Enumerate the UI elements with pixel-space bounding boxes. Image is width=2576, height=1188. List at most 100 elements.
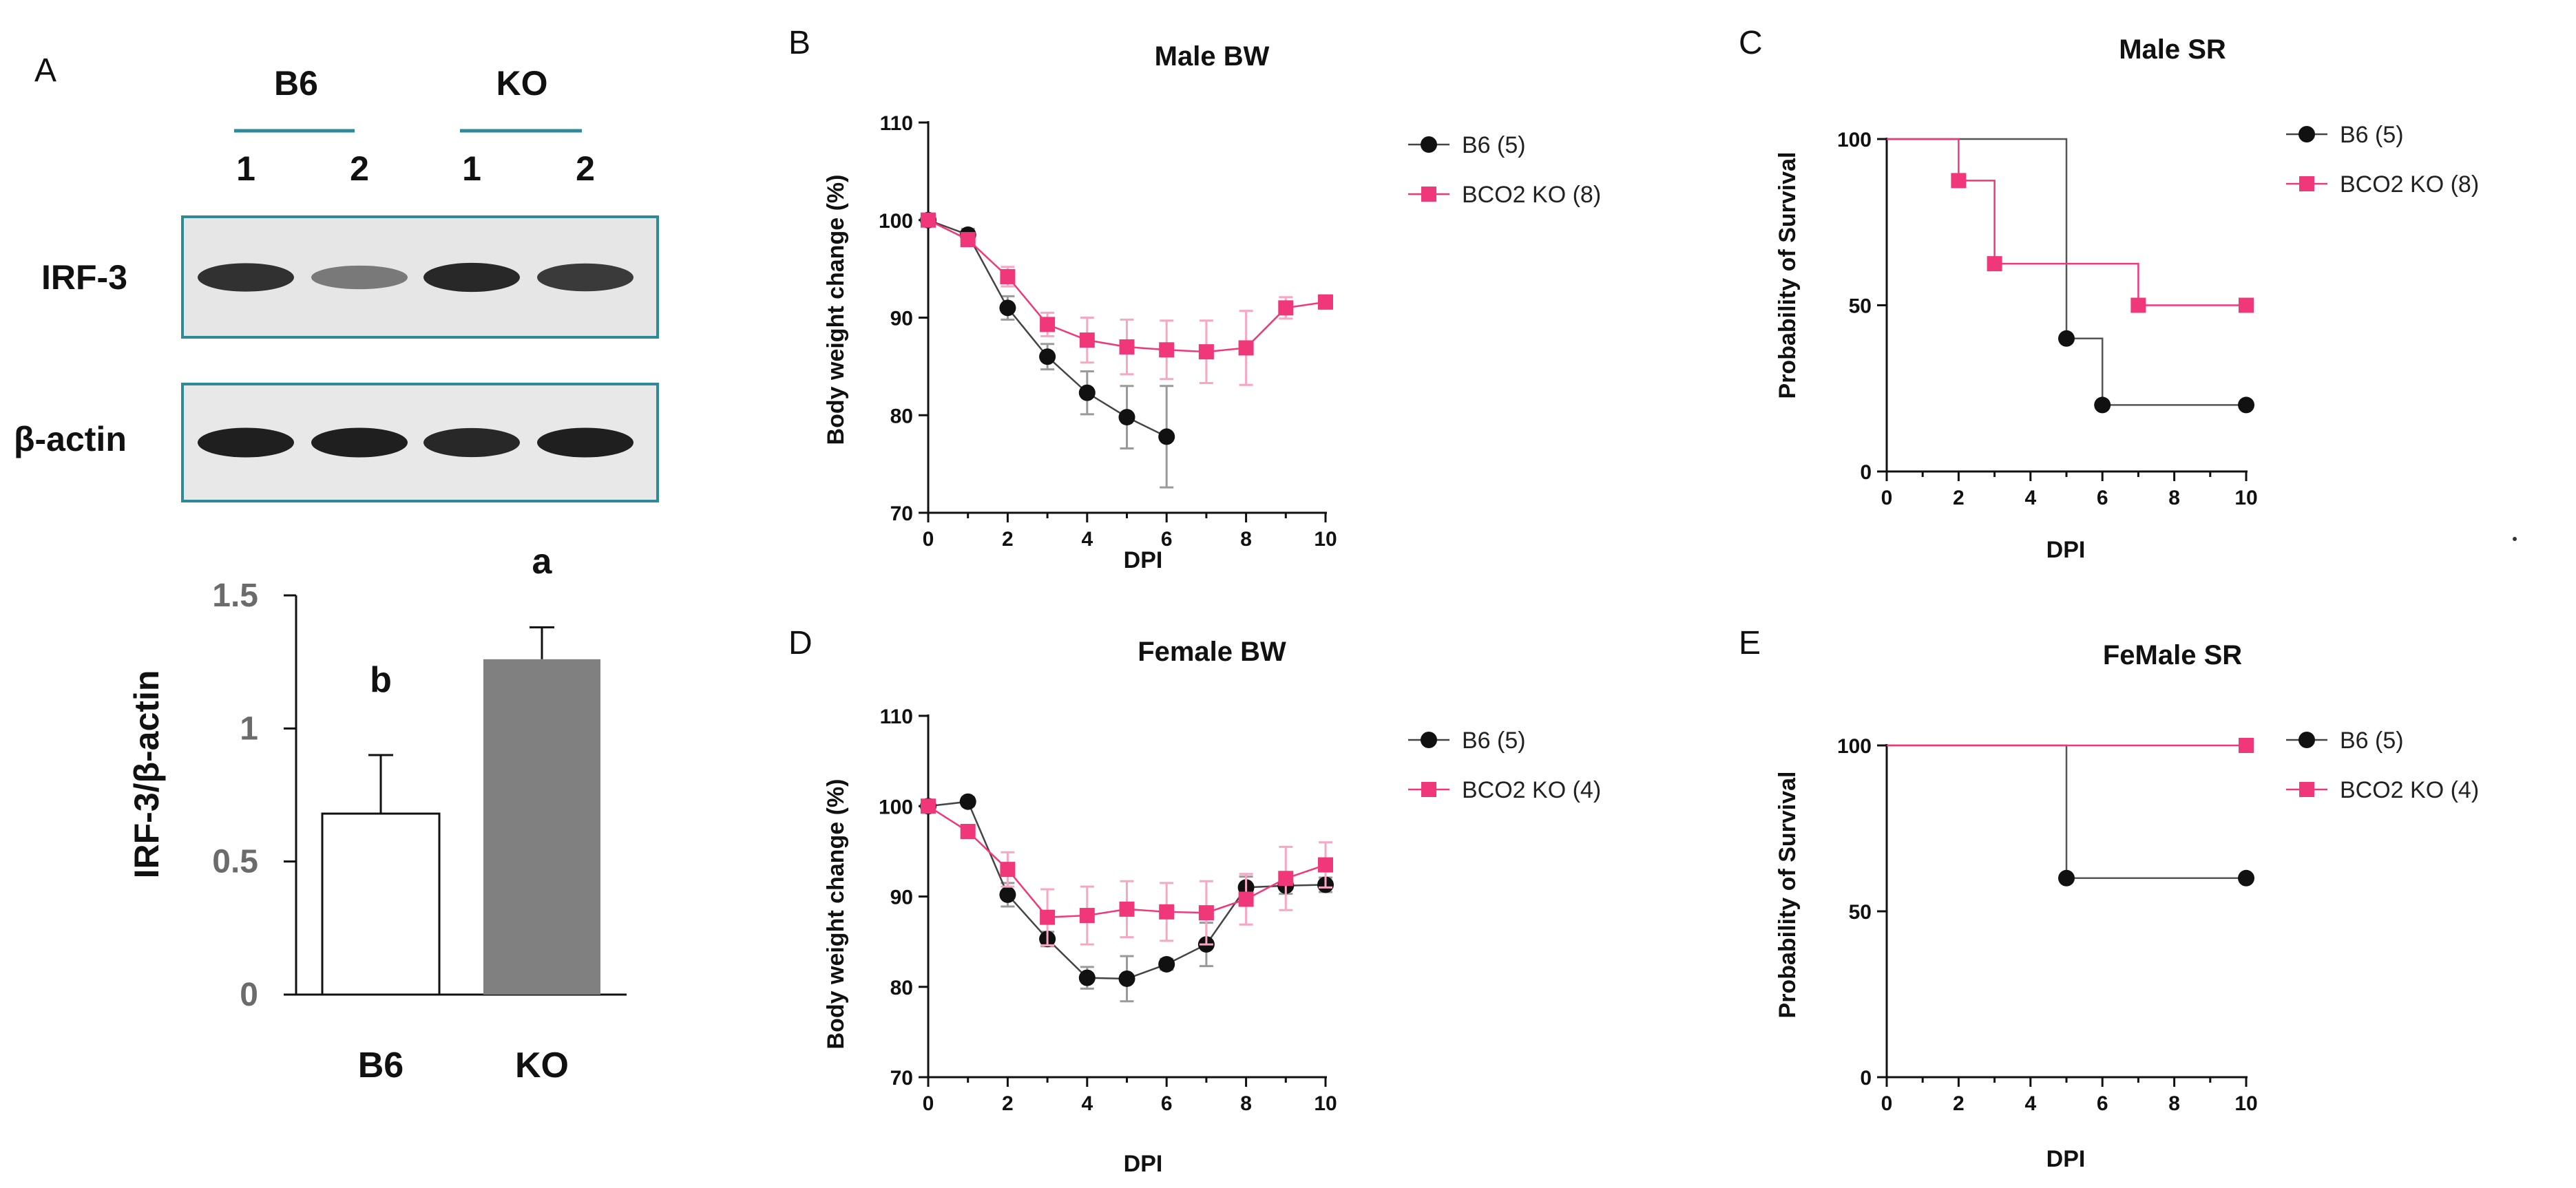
x-tick-label: 6 xyxy=(2097,487,2108,509)
ko-marker xyxy=(1318,857,1333,873)
b6-marker xyxy=(1421,136,1437,153)
panel-c: C Male SR Probability of Survival DPI 0 5… xyxy=(1739,25,2517,563)
legend-label-b6: B6 (5) xyxy=(1462,728,1526,754)
blot-label-irf3: IRF-3 xyxy=(41,258,127,297)
ko-marker xyxy=(1238,891,1254,907)
ko-marker xyxy=(1159,342,1175,358)
blot-band xyxy=(198,427,294,458)
y-axis-label-c: Probability of Survival xyxy=(1774,152,1801,399)
b6-marker xyxy=(1158,428,1175,445)
panel-letter-d: D xyxy=(788,625,813,661)
x-tick-label: 0 xyxy=(923,1092,934,1115)
x-tick-label: 10 xyxy=(1314,1092,1337,1115)
x-tick-label: 8 xyxy=(1240,1092,1252,1115)
blot-group-label-b6: B6 xyxy=(274,64,318,103)
bar-y-tick-label: 1 xyxy=(240,710,258,747)
ko-marker xyxy=(1040,909,1056,925)
lane-label-b6-2: 2 xyxy=(350,149,369,188)
ko-marker xyxy=(1238,340,1254,356)
y-tick-label: 90 xyxy=(890,887,913,909)
series-ko xyxy=(1887,138,2254,313)
ko-marker xyxy=(1318,294,1333,310)
y-tick-label: 80 xyxy=(890,405,913,427)
x-tick-label: 2 xyxy=(1002,528,1014,551)
lane-label-ko-2: 2 xyxy=(576,149,595,188)
b6-marker xyxy=(1118,409,1135,426)
x-tick-label: 8 xyxy=(2168,487,2180,509)
b6-marker xyxy=(1078,384,1096,401)
legend-e: B6 (5) BCO2 KO (4) xyxy=(2286,728,2479,803)
x-tick-label: 10 xyxy=(2234,487,2257,509)
blot-actin-bands xyxy=(198,427,633,458)
legend-c: B6 (5) BCO2 KO (8) xyxy=(2286,122,2479,198)
bar-marks xyxy=(321,626,600,996)
x-tick-label: 0 xyxy=(923,528,934,551)
x-axis-label-d: DPI xyxy=(1124,1151,1163,1177)
b6-marker xyxy=(2238,396,2254,414)
survival-step-line xyxy=(1887,744,2246,880)
x-tick-label: 2 xyxy=(1953,1092,1965,1115)
panel-b: B Male BW Body weight change (%) DPI 70 8… xyxy=(788,25,1601,573)
blot-group-label-ko: KO xyxy=(496,64,548,103)
lane-label-b6-1: 1 xyxy=(236,149,255,188)
bar-ko xyxy=(483,659,600,995)
legend-label-b6: B6 (5) xyxy=(1462,132,1526,158)
y-tick-label: 110 xyxy=(880,112,913,135)
ko-marker xyxy=(921,212,936,228)
ko-marker xyxy=(960,232,976,248)
legend-b: B6 (5) BCO2 KO (8) xyxy=(1408,132,1601,208)
lane-label-ko-1: 1 xyxy=(462,149,481,188)
ko-marker xyxy=(1079,908,1095,924)
bar-y-axis-label: IRF-3/β-actin xyxy=(127,670,166,879)
y-axis-label-e: Probability of Survival xyxy=(1774,772,1801,1019)
b6-marker xyxy=(999,886,1016,903)
significance-letter-b6: b xyxy=(370,660,392,700)
ko-marker xyxy=(1119,901,1135,917)
series-b6 xyxy=(1887,138,2254,414)
b6-marker xyxy=(1158,955,1175,973)
y-tick-label: 100 xyxy=(1837,129,1872,151)
stray-dot xyxy=(2513,537,2517,541)
legend-label-ko: BCO2 KO (8) xyxy=(1462,182,1601,208)
y-tick-label: 100 xyxy=(1837,735,1872,758)
series-ko xyxy=(921,212,1333,386)
x-tick-label: 0 xyxy=(1881,1092,1893,1115)
ko-marker xyxy=(2239,297,2254,313)
panel-d: D Female BW Body weight change (%) DPI 7… xyxy=(788,625,1601,1177)
bar-y-tick-label: 1.5 xyxy=(212,577,258,614)
y-tick-label: 100 xyxy=(879,210,913,233)
blot-band xyxy=(423,262,520,293)
ko-marker xyxy=(1000,862,1016,878)
x-tick-label: 6 xyxy=(1161,528,1173,551)
panel-letter-e: E xyxy=(1739,625,1761,661)
b6-marker xyxy=(1118,970,1135,987)
ko-marker xyxy=(1000,268,1016,284)
x-axis-label-e: DPI xyxy=(2046,1146,2086,1172)
ko-marker xyxy=(1278,871,1294,887)
chart-title-female-sr: FeMale SR xyxy=(2103,640,2242,670)
ko-marker xyxy=(1421,187,1436,202)
x-tick-label: 2 xyxy=(1002,1092,1014,1115)
y-tick-label: 50 xyxy=(1849,295,1872,318)
b6-marker xyxy=(1421,732,1437,748)
plot-area-b: 70 80 90 100 110 0 2 4 6 8 10 xyxy=(879,112,1337,551)
b6-marker xyxy=(1039,348,1056,365)
blot-band xyxy=(537,263,633,292)
ko-marker xyxy=(1421,782,1436,797)
blot-band xyxy=(537,427,633,458)
b6-marker xyxy=(1078,969,1096,986)
b6-marker xyxy=(2238,869,2254,887)
x-tick-label: 8 xyxy=(1240,528,1252,551)
ko-marker xyxy=(1119,339,1135,355)
series-b6 xyxy=(1887,744,2254,887)
panel-e: E FeMale SR Probability of Survival DPI … xyxy=(1739,625,2479,1172)
blot-band xyxy=(311,427,408,458)
ko-marker xyxy=(1040,317,1056,332)
ko-marker xyxy=(2239,738,2254,753)
legend-label-ko: BCO2 KO (8) xyxy=(2340,171,2479,198)
series-ko xyxy=(1887,738,2254,753)
x-tick-label: 4 xyxy=(2024,1092,2036,1115)
blot-band xyxy=(311,265,408,290)
x-tick-label: 4 xyxy=(1081,1092,1093,1115)
series-ko xyxy=(921,798,1333,946)
